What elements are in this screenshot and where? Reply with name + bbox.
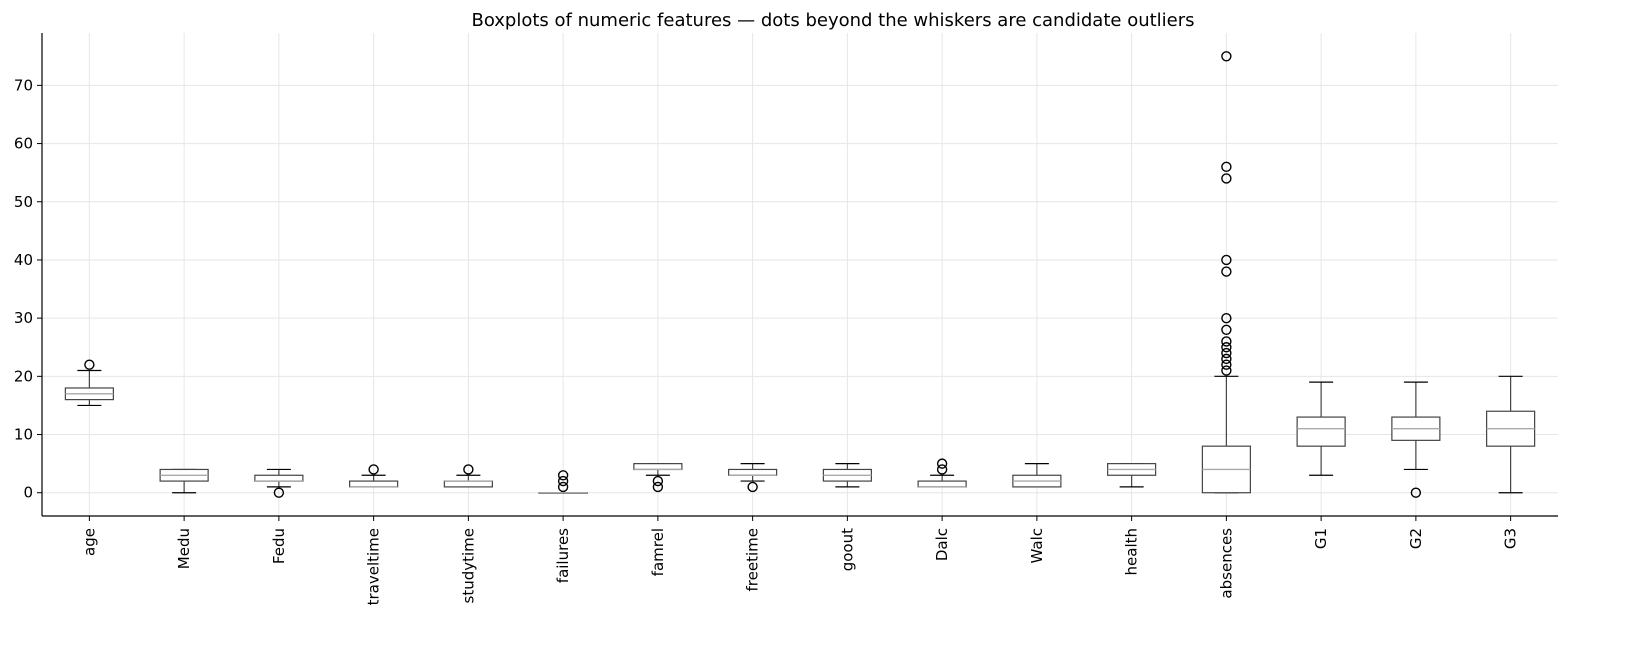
outlier-point: [1221, 51, 1232, 62]
outlier-point: [1221, 312, 1232, 324]
outlier-point: [936, 464, 948, 475]
outlier-point: [557, 475, 569, 487]
box-G2: [1391, 381, 1441, 498]
outlier-point: [652, 475, 664, 487]
box-failures: [538, 470, 588, 494]
box-traveltime: [349, 464, 399, 488]
x-tick-label-goout: goout: [838, 528, 856, 571]
x-tick-label-G3: G3: [1502, 528, 1520, 549]
x-tick-label-traveltime: traveltime: [365, 528, 383, 605]
outlier-point: [557, 470, 569, 481]
box-age: [64, 359, 114, 407]
outlier-point: [84, 359, 95, 370]
outlier-point: [936, 458, 948, 469]
box-goout: [822, 463, 872, 488]
y-tick-label: 10: [14, 426, 33, 444]
box-body: [254, 474, 304, 482]
box-Dalc: [917, 458, 967, 488]
outlier-point: [1221, 365, 1232, 376]
x-tick-label-studytime: studytime: [459, 528, 477, 604]
x-tick-label-age: age: [80, 528, 98, 556]
box-G1: [1296, 381, 1346, 476]
outlier-point: [1221, 359, 1232, 370]
x-tick-label-failures: failures: [554, 528, 572, 583]
box-body: [728, 468, 778, 476]
outlier-point: [1410, 487, 1422, 498]
tick-labels: 0 10 20 30 40 50 60 70 age Medu Fedu traveltime stud…: [14, 76, 1520, 605]
box-Fedu: [254, 468, 304, 498]
axes: [37, 33, 1558, 521]
outlier-point: [1221, 342, 1232, 353]
x-tick-label-G2: G2: [1407, 528, 1425, 549]
x-tick-label-freetime: freetime: [744, 528, 762, 591]
x-tick-label-Fedu: Fedu: [270, 528, 288, 564]
box-Medu: [159, 468, 209, 494]
box-absences: [1201, 51, 1251, 494]
box-body: [1296, 416, 1346, 447]
y-tick-label: 50: [14, 193, 33, 211]
box-body: [917, 480, 967, 488]
outlier-point: [368, 464, 379, 475]
outlier-point: [747, 481, 758, 493]
outlier-point: [463, 464, 474, 475]
box-famrel: [633, 463, 683, 493]
box-freetime: [728, 463, 778, 493]
y-tick-label: 30: [14, 309, 33, 327]
outlier-point: [557, 481, 569, 493]
outlier-point: [1221, 353, 1232, 365]
outlier-point: [1221, 266, 1232, 277]
y-tick-label: 40: [14, 251, 33, 269]
box-body: [633, 463, 683, 471]
outlier-point: [652, 481, 664, 493]
outlier-point: [273, 487, 285, 498]
y-tick-label: 20: [14, 367, 33, 385]
box-series: [64, 51, 1536, 498]
x-tick-label-Dalc: Dalc: [933, 528, 951, 561]
outlier-point: [1221, 324, 1232, 335]
box-health: [1107, 463, 1157, 488]
box-studytime: [443, 464, 493, 488]
x-tick-label-health: health: [1123, 528, 1141, 575]
box-body: [443, 480, 493, 488]
outlier-point: [1221, 173, 1232, 184]
x-tick-label-G1: G1: [1312, 528, 1330, 549]
chart-title: Boxplots of numeric features — dots beyo…: [471, 10, 1194, 31]
y-tick-label: 70: [14, 76, 33, 94]
box-Walc: [1012, 463, 1062, 488]
y-tick-label: 0: [23, 484, 33, 502]
box-G3: [1486, 375, 1536, 494]
box-body: [349, 480, 399, 488]
outlier-point: [1221, 347, 1232, 359]
outlier-point: [1221, 254, 1232, 266]
y-tick-label: 60: [14, 135, 33, 153]
x-tick-label-Walc: Walc: [1028, 528, 1046, 563]
outlier-point: [1221, 161, 1232, 173]
outlier-point: [1221, 336, 1232, 347]
x-tick-label-absences: absences: [1217, 528, 1235, 599]
x-tick-label-famrel: famrel: [649, 528, 667, 576]
x-tick-label-Medu: Medu: [175, 528, 193, 569]
